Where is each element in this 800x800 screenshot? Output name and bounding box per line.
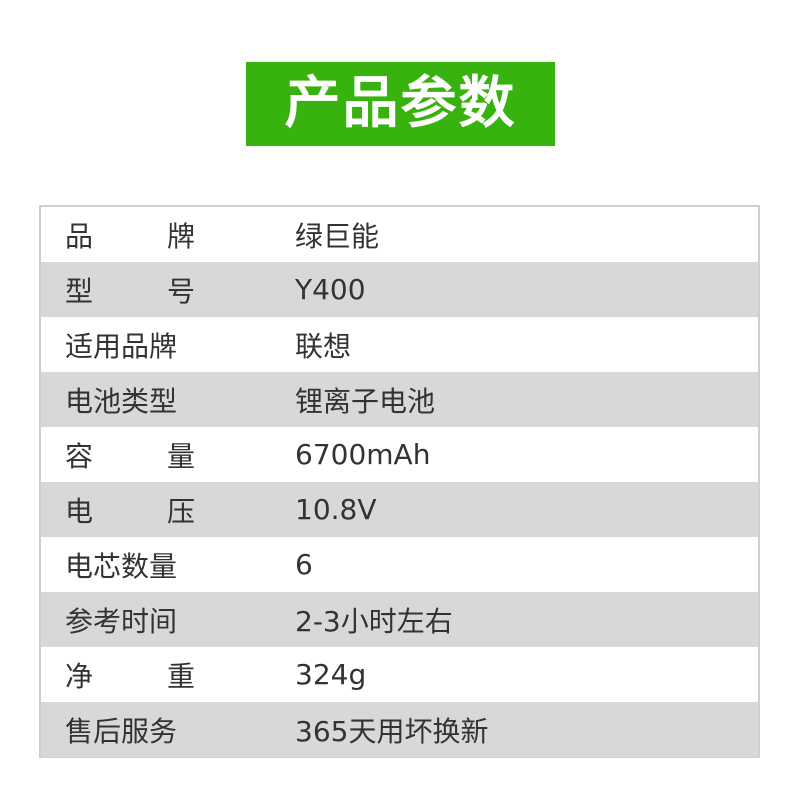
spec-value: Y400 [295,273,366,306]
spec-value: 6 [295,548,313,581]
spec-label: 电池类型 [65,384,178,418]
table-row: 参考时间 2-3小时左右 [41,592,758,647]
spec-value: 2-3小时左右 [295,604,453,638]
spec-label: 型号 [65,274,195,308]
table-row: 电芯数量 6 [41,537,758,592]
spec-label: 电压 [65,494,195,528]
spec-value: 6700mAh [295,438,431,471]
spec-value: 365天用坏换新 [295,714,489,748]
spec-label: 净重 [65,659,195,693]
table-row: 适用品牌 联想 [41,317,758,372]
spec-table: 品牌 绿巨能型号 Y400 适用品牌 联想电池类型 锂离子电池容量 6700mAh 电压 10.… [39,205,760,758]
spec-value: 绿巨能 [295,219,380,253]
spec-label: 品牌 [65,219,195,253]
table-row: 净重 324g [41,647,758,702]
spec-label: 售后服务 [65,714,178,748]
spec-label: 参考时间 [65,604,178,638]
spec-value: 联想 [295,329,352,363]
spec-label: 电芯数量 [65,549,178,583]
spec-label: 容量 [65,439,195,473]
page-title: 产品参数 [246,62,555,146]
spec-value: 锂离子电池 [295,384,436,418]
table-row: 容量 6700mAh [41,427,758,482]
table-row: 电压 10.8V [41,482,758,537]
table-row: 售后服务 365天用坏换新 [41,702,758,757]
spec-label: 适用品牌 [65,329,178,363]
table-row: 品牌 绿巨能 [41,207,758,262]
table-row: 型号 Y400 [41,262,758,317]
spec-value: 10.8V [295,493,377,526]
table-row: 电池类型 锂离子电池 [41,372,758,427]
spec-value: 324g [295,658,367,691]
